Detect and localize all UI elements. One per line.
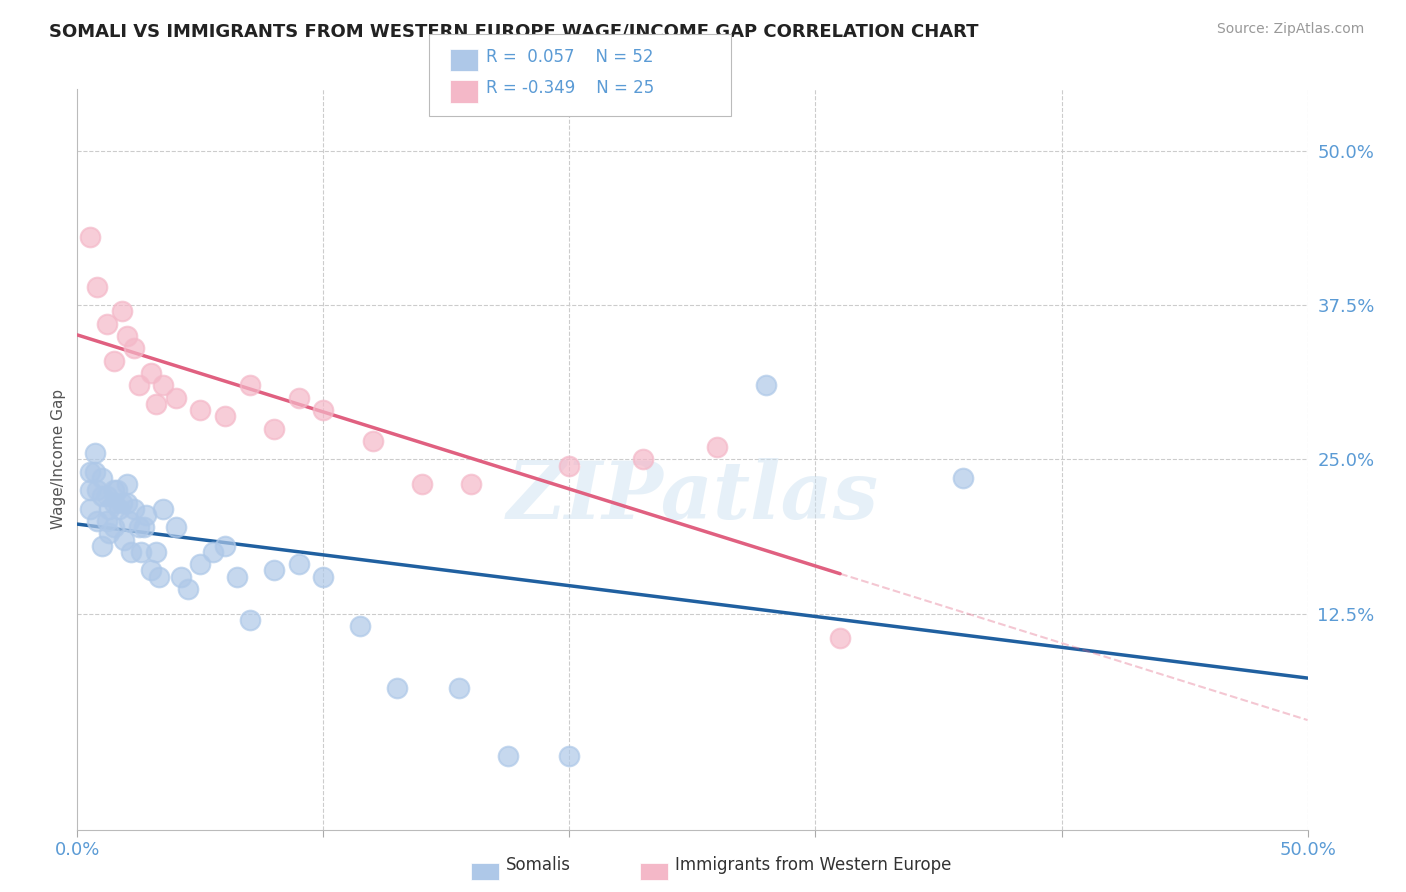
Point — [96, 514, 118, 528]
Point — [115, 477, 138, 491]
Point — [447, 681, 470, 695]
Point — [312, 403, 335, 417]
Text: R =  0.057    N = 52: R = 0.057 N = 52 — [486, 48, 654, 66]
Point — [96, 489, 118, 503]
Point — [96, 317, 118, 331]
Point — [239, 613, 262, 627]
Point — [128, 378, 150, 392]
Point — [103, 520, 125, 534]
Point — [98, 526, 121, 541]
Point — [460, 477, 482, 491]
Point — [755, 378, 778, 392]
Point — [83, 465, 105, 479]
Point — [165, 520, 187, 534]
Point — [105, 483, 128, 498]
Point — [121, 545, 143, 559]
Point — [90, 471, 114, 485]
Point — [170, 569, 193, 583]
Point — [79, 501, 101, 516]
Point — [214, 539, 236, 553]
Point — [239, 378, 262, 392]
Point — [312, 569, 335, 583]
Point — [214, 409, 236, 424]
Point — [79, 483, 101, 498]
Point — [349, 619, 371, 633]
Point — [83, 446, 105, 460]
Point — [103, 483, 125, 498]
Point — [112, 533, 135, 547]
Point — [111, 495, 132, 509]
Point — [633, 452, 655, 467]
Point — [90, 539, 114, 553]
Point — [132, 520, 155, 534]
Point — [188, 558, 212, 572]
Point — [165, 391, 187, 405]
Point — [145, 397, 167, 411]
Text: R = -0.349    N = 25: R = -0.349 N = 25 — [486, 79, 655, 97]
Point — [361, 434, 384, 448]
Point — [122, 501, 145, 516]
Point — [122, 342, 145, 356]
Text: ZIPatlas: ZIPatlas — [506, 458, 879, 535]
Point — [79, 230, 101, 244]
Point — [558, 748, 581, 763]
Point — [706, 440, 728, 454]
Point — [263, 421, 285, 435]
Point — [86, 483, 108, 498]
Point — [118, 514, 141, 528]
Point — [188, 403, 212, 417]
Point — [558, 458, 581, 473]
Point — [111, 304, 132, 318]
Text: Somalis: Somalis — [506, 856, 571, 874]
Text: Source: ZipAtlas.com: Source: ZipAtlas.com — [1216, 22, 1364, 37]
Point — [263, 564, 285, 578]
Point — [148, 569, 170, 583]
Point — [86, 514, 108, 528]
Point — [177, 582, 200, 596]
Point — [135, 508, 157, 522]
Point — [103, 353, 125, 368]
Point — [129, 545, 153, 559]
Point — [128, 520, 150, 534]
Point — [226, 569, 249, 583]
Point — [411, 477, 433, 491]
Point — [830, 632, 852, 646]
Point — [141, 564, 163, 578]
Point — [152, 378, 174, 392]
Point — [288, 391, 311, 405]
Point — [496, 748, 519, 763]
Point — [288, 558, 311, 572]
Point — [201, 545, 224, 559]
Point — [952, 471, 974, 485]
Point — [152, 501, 174, 516]
Y-axis label: Wage/Income Gap: Wage/Income Gap — [51, 389, 66, 530]
Point — [79, 465, 101, 479]
Point — [108, 501, 131, 516]
Point — [141, 366, 163, 380]
Point — [98, 501, 121, 516]
Point — [90, 489, 114, 503]
Point — [115, 329, 138, 343]
Text: SOMALI VS IMMIGRANTS FROM WESTERN EUROPE WAGE/INCOME GAP CORRELATION CHART: SOMALI VS IMMIGRANTS FROM WESTERN EUROPE… — [49, 22, 979, 40]
Point — [115, 495, 138, 509]
Point — [86, 279, 108, 293]
Point — [145, 545, 167, 559]
Text: Immigrants from Western Europe: Immigrants from Western Europe — [675, 856, 952, 874]
Point — [103, 495, 125, 509]
Point — [385, 681, 409, 695]
